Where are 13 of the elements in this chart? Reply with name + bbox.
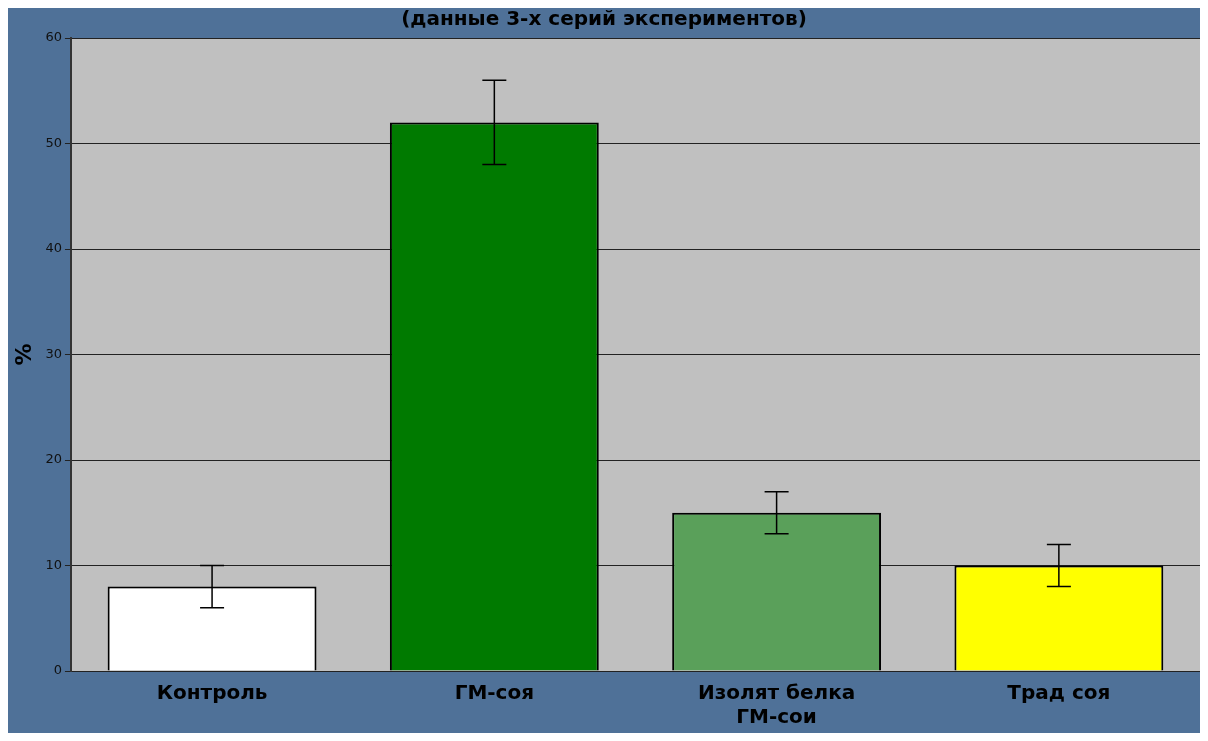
y-tick-label: 20	[45, 451, 62, 467]
x-tick-label: ГМ-соя	[454, 680, 535, 705]
y-tick-label: 0	[53, 662, 62, 678]
x-tick-label: Изолят белка ГМ-сои	[697, 680, 856, 729]
y-tick-label: 40	[45, 240, 62, 256]
y-tick-label: 60	[45, 29, 62, 45]
y-tick-label: 30	[45, 345, 62, 361]
y-tick-label: 10	[45, 556, 62, 572]
x-tick-label: Контроль	[156, 680, 268, 705]
x-tick-label: Трад соя	[1007, 680, 1111, 705]
y-axis-title: %	[10, 343, 36, 366]
chart-title: (данные 3-х серий экспериментов)	[401, 6, 807, 31]
y-tick-label: 50	[45, 134, 62, 150]
